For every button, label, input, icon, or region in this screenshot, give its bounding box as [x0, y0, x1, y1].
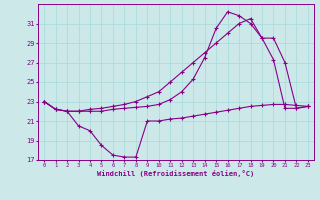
X-axis label: Windchill (Refroidissement éolien,°C): Windchill (Refroidissement éolien,°C)	[97, 170, 255, 177]
